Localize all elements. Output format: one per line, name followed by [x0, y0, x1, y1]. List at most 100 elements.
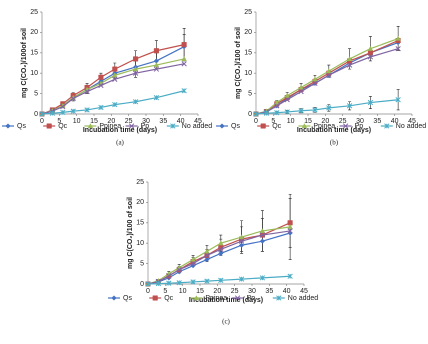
- x-axis-title: Incubation time (days): [83, 127, 157, 134]
- y-tick-label: 25: [244, 9, 252, 16]
- y-tick-label: 20: [244, 29, 252, 36]
- marker: [204, 252, 210, 259]
- legend-label: Qs: [17, 123, 26, 130]
- legend-marker: [219, 123, 225, 129]
- legend-marker: [5, 123, 11, 129]
- marker: [84, 107, 90, 113]
- x-tick-label: 25: [339, 118, 347, 125]
- marker: [284, 97, 290, 103]
- marker: [395, 46, 401, 52]
- legend-label: Qs: [123, 295, 132, 302]
- marker: [238, 242, 245, 248]
- marker: [259, 238, 266, 244]
- x-tick-label: 30: [142, 118, 150, 125]
- marker: [259, 228, 266, 234]
- y-tick-label: 15: [30, 50, 38, 57]
- y-tick-label: 15: [136, 220, 144, 227]
- legend-label: Qc: [58, 123, 67, 130]
- x-tick-label: 40: [177, 118, 185, 125]
- x-tick-label: 10: [179, 288, 187, 295]
- legend-label: Ppinea: [313, 123, 335, 130]
- marker: [218, 250, 224, 257]
- marker: [190, 256, 196, 262]
- series-line: [147, 275, 291, 285]
- marker: [395, 97, 401, 103]
- marker: [298, 88, 304, 95]
- x-tick-label: 20: [213, 288, 221, 295]
- marker: [259, 232, 266, 238]
- legend-marker: [384, 123, 390, 129]
- marker: [204, 278, 210, 284]
- y-axis-title: mg C(CO₂)/100of soil: [21, 28, 28, 98]
- x-tick-label: 30: [356, 118, 364, 125]
- legend-marker: [260, 123, 266, 129]
- marker: [367, 45, 374, 51]
- marker: [166, 280, 172, 286]
- x-tick-label: 0: [40, 118, 44, 125]
- marker: [367, 50, 373, 56]
- series-line: [255, 48, 399, 115]
- x-tick-label: 20: [321, 118, 329, 125]
- marker: [253, 111, 259, 117]
- marker: [326, 68, 332, 74]
- marker: [153, 48, 159, 54]
- series-line: [147, 230, 291, 285]
- y-tick-label: 5: [34, 90, 38, 97]
- x-tick-label: 45: [194, 118, 202, 125]
- legend-label: Pp: [141, 123, 150, 130]
- series-line: [255, 37, 399, 115]
- marker: [153, 66, 160, 72]
- marker: [298, 84, 304, 90]
- marker: [176, 280, 182, 286]
- y-axis-title: mg C(CO₂)/100 of soil: [127, 197, 134, 269]
- legend-marker: [152, 295, 158, 301]
- legend-label: Qc: [164, 295, 173, 302]
- legend-marker: [46, 123, 52, 129]
- marker: [49, 110, 56, 116]
- y-tick-label: 10: [136, 240, 144, 247]
- marker: [367, 99, 374, 106]
- series-line: [255, 99, 399, 115]
- y-tick-label: 10: [30, 70, 38, 77]
- y-axis-title: mg C(CO₂)/100 of soil: [235, 27, 242, 99]
- marker: [190, 260, 196, 267]
- legend-label: Qc: [272, 123, 281, 130]
- marker: [181, 61, 187, 67]
- marker: [145, 281, 151, 287]
- marker: [274, 110, 280, 116]
- legend-marker: [111, 295, 117, 301]
- legend-marker: [193, 295, 200, 301]
- marker: [312, 107, 318, 113]
- legend-label: No added: [288, 295, 318, 302]
- x-tick-label: 5: [271, 118, 275, 125]
- legend-label: No added: [182, 123, 212, 130]
- y-tick-label: 20: [30, 29, 38, 36]
- x-tick-label: 0: [254, 118, 258, 125]
- marker: [132, 70, 139, 76]
- legend-marker: [234, 295, 241, 301]
- x-tick-label: 15: [90, 118, 98, 125]
- marker: [346, 56, 353, 62]
- y-tick-label: 0: [34, 111, 38, 118]
- series-line: [41, 90, 185, 115]
- legend-marker: [301, 123, 308, 129]
- x-tick-label: 35: [265, 288, 273, 295]
- legend-marker: [276, 295, 282, 301]
- x-tick-label: 15: [196, 288, 204, 295]
- x-tick-label: 10: [73, 118, 81, 125]
- marker: [326, 105, 332, 111]
- marker: [367, 54, 374, 60]
- legend-label: Qs: [231, 123, 240, 130]
- marker: [153, 95, 160, 101]
- y-tick-label: 10: [244, 70, 252, 77]
- marker: [274, 103, 280, 109]
- marker: [218, 240, 224, 246]
- x-tick-label: 25: [231, 288, 239, 295]
- x-tick-label: 15: [304, 118, 312, 125]
- y-tick-label: 0: [140, 281, 144, 288]
- marker: [181, 42, 187, 48]
- x-tick-label: 35: [159, 118, 167, 125]
- marker: [312, 76, 318, 82]
- series-line: [41, 44, 185, 115]
- series-line: [147, 226, 291, 285]
